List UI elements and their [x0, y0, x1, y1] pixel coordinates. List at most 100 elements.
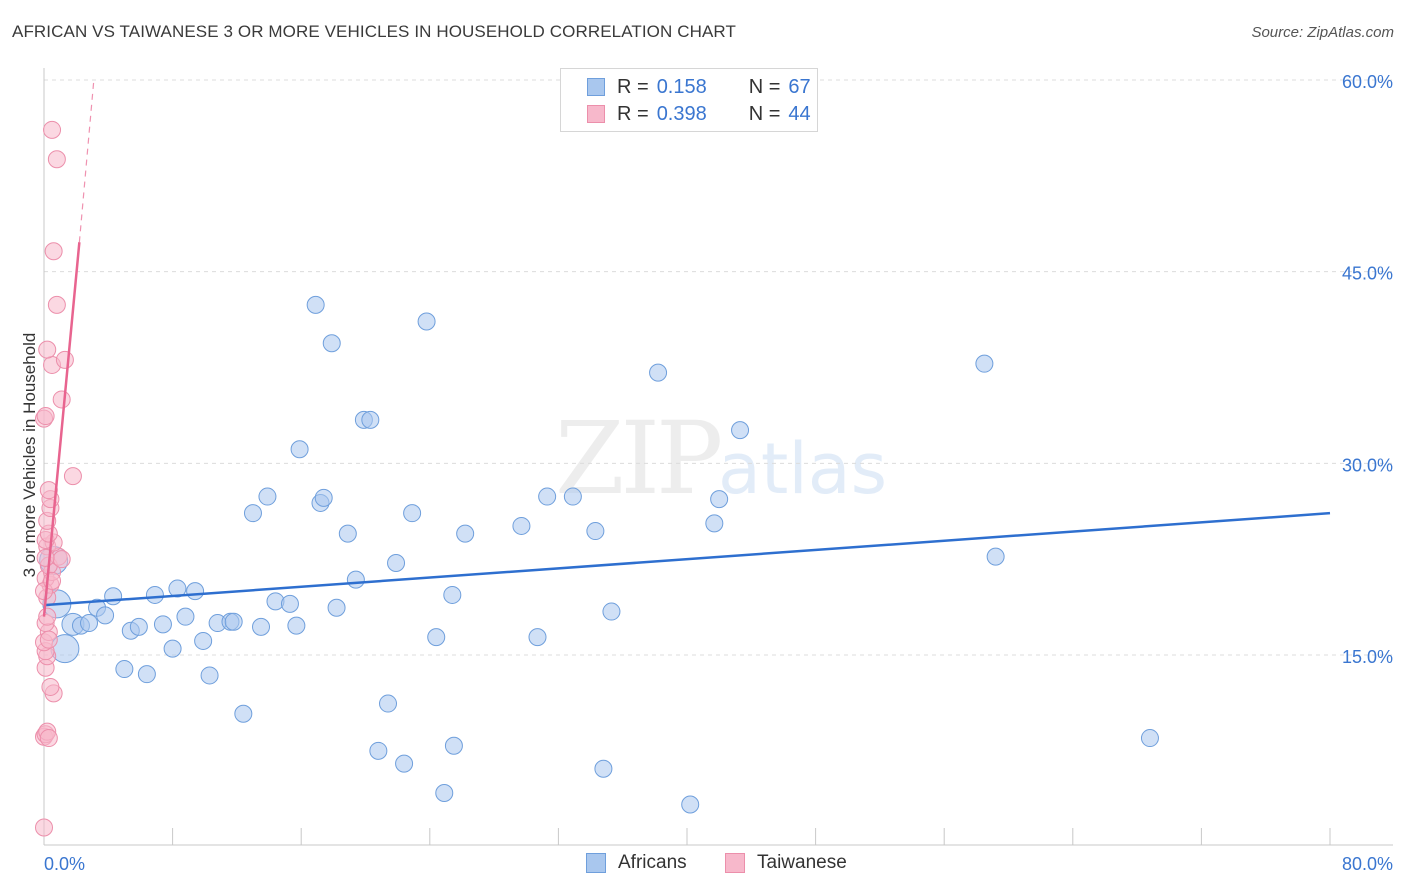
africans-point	[346, 570, 365, 589]
africans-point	[395, 754, 414, 773]
legend-row-africans: R = 0.158 N = 67	[587, 76, 811, 98]
africans-point	[306, 295, 325, 314]
africans-point	[361, 410, 380, 429]
africans-point	[243, 504, 262, 523]
africans-point	[369, 741, 388, 760]
africans-point	[280, 594, 299, 613]
africans-point	[322, 334, 341, 353]
taiwanese-trend-extension	[78, 79, 95, 243]
africans-point	[563, 487, 582, 506]
africans-swatch	[587, 78, 605, 96]
africans-trend-line	[43, 511, 1331, 607]
y-tick-label: 30.0%	[1342, 455, 1393, 475]
africans-point	[104, 587, 123, 606]
africans-point	[456, 524, 475, 543]
africans-point	[287, 616, 306, 635]
africans-point	[387, 554, 406, 572]
taiwanese-point	[47, 150, 66, 169]
taiwanese-point	[39, 481, 58, 500]
taiwanese-r-value: 0.398	[656, 102, 707, 125]
africans-point	[338, 524, 357, 543]
africans-point	[200, 666, 219, 685]
africans-point	[168, 579, 187, 598]
africans-point	[115, 660, 134, 679]
taiwanese-point	[55, 350, 74, 369]
taiwanese-point	[52, 550, 71, 569]
africans-point	[145, 585, 164, 604]
africans-point	[649, 363, 668, 382]
africans-legend-label: Africans	[618, 852, 687, 873]
taiwanese-point	[36, 548, 55, 567]
africans-point	[1140, 729, 1159, 748]
africans-point	[80, 614, 99, 633]
taiwanese-point	[36, 407, 55, 426]
africans-point	[129, 617, 148, 636]
axes	[43, 68, 1393, 846]
africans-point	[176, 607, 195, 626]
legend: R = 0.158 N = 67 R = 0.398 N = 44	[560, 68, 818, 132]
taiwanese-points	[35, 120, 82, 837]
africans-point	[986, 547, 1005, 566]
africans-point	[435, 784, 454, 802]
africans-point	[512, 516, 531, 535]
africans-r-value: 0.158	[656, 75, 707, 98]
africans-point	[444, 736, 463, 755]
watermark-atlas: atlas	[718, 428, 888, 510]
africans-point	[681, 795, 700, 814]
africans-point	[327, 598, 346, 617]
africans-point	[96, 606, 115, 625]
x-tick-label: 0.0%	[44, 854, 85, 874]
africans-point	[153, 615, 172, 634]
taiwanese-point	[38, 340, 57, 359]
africans-point	[194, 631, 213, 650]
x-tick-label: 80.0%	[1342, 854, 1393, 874]
taiwanese-point	[39, 630, 58, 649]
africans-point	[314, 488, 333, 507]
taiwanese-trend-line	[42, 242, 81, 617]
africans-point	[252, 617, 271, 636]
africans-r-label: R =	[617, 75, 649, 98]
africans-points	[39, 295, 1159, 814]
taiwanese-swatch	[587, 105, 605, 123]
taiwanese-n-label: N =	[748, 102, 781, 125]
africans-point	[403, 504, 422, 523]
africans-point	[710, 490, 729, 509]
africans-point	[586, 522, 605, 541]
trend-lines	[42, 79, 1331, 617]
africans-point	[417, 312, 436, 331]
africans-point	[224, 612, 243, 631]
taiwanese-point	[41, 677, 60, 696]
legend-row-taiwanese: R = 0.398 N = 44	[587, 103, 811, 125]
africans-point	[975, 354, 994, 373]
taiwanese-point	[39, 729, 58, 748]
africans-point	[602, 602, 621, 621]
taiwanese-legend-swatch	[725, 853, 745, 873]
source-credit: Source: ZipAtlas.com	[1251, 24, 1394, 41]
y-tick-label: 15.0%	[1342, 647, 1393, 667]
africans-legend-swatch	[586, 853, 606, 873]
bottom-legend-taiwanese: Taiwanese	[725, 852, 847, 874]
taiwanese-point	[52, 390, 71, 409]
africans-n-value: 67	[788, 75, 811, 98]
taiwanese-point	[44, 242, 63, 261]
africans-point	[290, 440, 309, 459]
africans-point	[234, 704, 253, 723]
africans-point	[538, 487, 557, 506]
africans-point	[163, 639, 182, 658]
africans-point	[528, 628, 547, 647]
africans-point	[705, 514, 724, 533]
taiwanese-n-value: 44	[788, 102, 811, 125]
africans-point	[137, 665, 156, 684]
africans-point	[443, 585, 462, 604]
y-tick-label: 45.0%	[1342, 264, 1393, 284]
taiwanese-point	[63, 467, 82, 486]
taiwanese-point	[38, 607, 57, 626]
africans-point	[186, 582, 205, 601]
tick-labels: 15.0% 30.0% 45.0% 60.0% 0.0% 80.0%	[44, 72, 1393, 874]
taiwanese-point	[35, 818, 53, 837]
taiwanese-point	[47, 295, 66, 314]
africans-n-label: N =	[748, 75, 781, 98]
taiwanese-r-label: R =	[617, 102, 649, 125]
watermark-zip: ZIP	[555, 400, 723, 517]
taiwanese-point	[43, 120, 62, 139]
